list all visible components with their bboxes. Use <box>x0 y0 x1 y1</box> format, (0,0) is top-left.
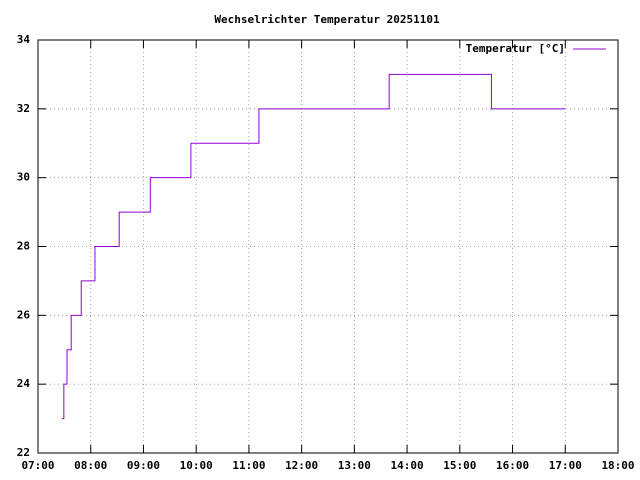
y-tick-label: 34 <box>17 33 31 46</box>
y-tick-label: 32 <box>17 102 30 115</box>
y-tick-label: 30 <box>17 171 30 184</box>
x-tick-label: 08:00 <box>74 459 107 472</box>
x-tick-label: 15:00 <box>443 459 476 472</box>
y-tick-label: 24 <box>17 377 31 390</box>
x-tick-label: 07:00 <box>21 459 54 472</box>
chart-title: Wechselrichter Temperatur 20251101 <box>214 13 440 26</box>
x-tick-label: 18:00 <box>601 459 634 472</box>
x-tick-label: 16:00 <box>496 459 529 472</box>
x-tick-label: 12:00 <box>285 459 318 472</box>
x-tick-label: 17:00 <box>549 459 582 472</box>
y-tick-label: 26 <box>17 308 31 321</box>
plot-border <box>37 39 619 454</box>
x-tick-label: 14:00 <box>391 459 424 472</box>
y-tick-label: 28 <box>17 240 30 253</box>
data-line <box>61 73 566 420</box>
y-tick-label: 22 <box>17 446 30 459</box>
legend-label: Temperatur [°C] <box>466 42 565 55</box>
x-tick-label: 09:00 <box>127 459 160 472</box>
x-tick-label: 10:00 <box>180 459 213 472</box>
x-tick-label: 13:00 <box>338 459 371 472</box>
x-tick-label: 11:00 <box>232 459 265 472</box>
